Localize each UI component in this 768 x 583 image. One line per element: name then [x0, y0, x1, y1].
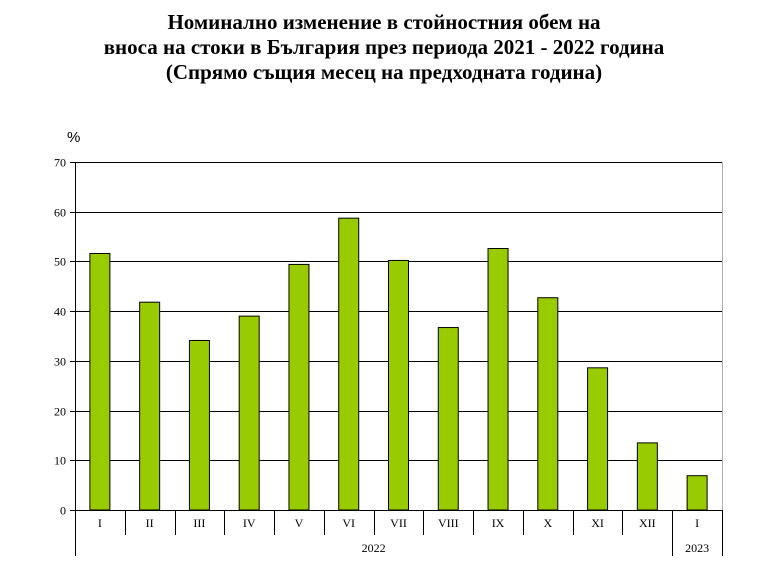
group-label: 2022	[362, 541, 386, 555]
bar	[238, 315, 260, 511]
y-tick-label: 70	[54, 156, 66, 170]
y-tick-label: 0	[60, 504, 66, 518]
x-tick-label: XI	[591, 516, 604, 530]
y-tick-label: 60	[54, 206, 66, 220]
x-tick-label: I	[695, 516, 699, 530]
group-label: 2023	[685, 541, 709, 555]
bar	[338, 217, 360, 511]
bar	[487, 248, 509, 511]
x-tick-label: I	[98, 516, 102, 530]
y-tick-label: 30	[54, 355, 66, 369]
bars	[89, 217, 708, 511]
x-tick-label: VI	[342, 516, 355, 530]
x-tick-label: IX	[492, 516, 505, 530]
y-tick-label: 40	[54, 305, 66, 319]
bar	[686, 475, 708, 511]
x-tick-label: VII	[390, 516, 407, 530]
x-tick-label: XII	[639, 516, 656, 530]
bar	[388, 259, 409, 511]
x-tick-label: III	[193, 516, 205, 530]
y-tick-label: 20	[54, 405, 66, 419]
bar	[89, 252, 111, 511]
bar	[636, 442, 658, 511]
chart-title-line-1: Номинално изменение в стойностния обем н…	[167, 10, 601, 34]
chart-title: Номинално изменение в стойностния обем н…	[0, 10, 768, 85]
bar	[537, 297, 559, 511]
x-tick-label: II	[146, 516, 154, 530]
x-tick-label: V	[295, 516, 304, 530]
bar	[288, 263, 310, 511]
bar	[139, 301, 161, 511]
chart-title-line-2: вноса на стоки в България през периода 2…	[103, 35, 665, 59]
chart-title-line-3: (Спрямо същия месец на предходната годин…	[165, 60, 603, 84]
x-tick-label: VIII	[438, 516, 459, 530]
y-tick-label: 50	[54, 255, 66, 269]
axes	[70, 162, 723, 556]
x-tick-label: X	[543, 516, 552, 530]
bar	[587, 367, 609, 511]
y-axis-unit-label: %	[67, 129, 80, 146]
x-tick-label: IV	[243, 516, 256, 530]
y-tick-label: 10	[54, 454, 66, 468]
bar	[437, 327, 459, 511]
bar	[188, 339, 210, 511]
